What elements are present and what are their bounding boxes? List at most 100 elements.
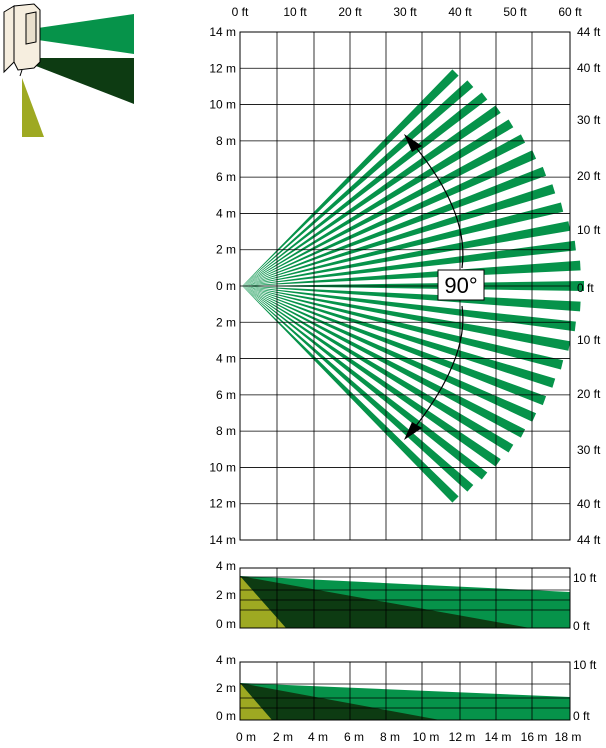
bottom-axis-label: 2 m — [273, 730, 293, 744]
left-axis-label: 0 m — [216, 279, 236, 293]
beam — [242, 119, 514, 286]
beam — [242, 202, 564, 286]
bottom-axis-labels: 0 m 2 m 4 m 6 m 8 m 10 m 12 m 14 m 16 m 18 m — [236, 730, 581, 744]
left-axis-label: 6 m — [216, 170, 236, 184]
beam — [242, 286, 564, 370]
right-axis-label: 20 ft — [577, 169, 601, 183]
bottom-axis-label: 4 m — [308, 730, 328, 744]
left-axis-label: 12 m — [209, 61, 236, 75]
angle-label-box — [437, 269, 485, 301]
legend-near-zone — [22, 78, 44, 137]
bottom-axis-label: 0 m — [236, 730, 256, 744]
beam — [242, 286, 556, 388]
right-axis-label: 40 ft — [577, 497, 601, 511]
side2-grid — [239, 661, 571, 721]
left-axis-label: 4 m — [216, 206, 236, 220]
beam — [242, 286, 571, 351]
side2-right-labels: 10 ft 0 ft — [573, 658, 597, 723]
left-axis-labels: 14 m 12 m 10 m 8 m 6 m 4 m 2 m 0 m 2 m 4 m 6 m 8 m 1… — [209, 25, 236, 547]
top-axis-label: 20 ft — [338, 5, 362, 19]
beam — [242, 80, 474, 287]
side1-left-labels: 4 m 2 m 0 m — [216, 559, 236, 631]
side-left-label: 0 m — [216, 709, 236, 723]
beam — [242, 240, 576, 286]
side2-left-labels: 4 m 2 m 0 m — [216, 653, 236, 723]
left-axis-label: 8 m — [216, 424, 236, 438]
side-left-label: 2 m — [216, 588, 236, 602]
right-axis-label: 20 ft — [577, 387, 601, 401]
top-axis-label: 40 ft — [448, 5, 472, 19]
top-axis-label: 0 ft — [232, 5, 249, 19]
bottom-axis-label: 6 m — [344, 730, 364, 744]
top-axis-label: 60 ft — [558, 5, 582, 19]
side-view-chart-1: 4 m 2 m 0 m 10 ft 0 ft — [216, 559, 597, 633]
beam — [242, 150, 537, 286]
top-view-grid — [239, 31, 571, 541]
right-axis-label: 10 ft — [577, 223, 601, 237]
top-axis-label: 10 ft — [283, 5, 307, 19]
left-axis-label: 2 m — [216, 315, 236, 329]
side-left-label: 4 m — [216, 559, 236, 573]
top-view-chart: 90° 0 ft 10 ft 20 ft 30 ft 40 ft 50 ft 60 ft 1… — [209, 5, 601, 547]
left-axis-label: 10 m — [209, 460, 236, 474]
left-axis-label: 2 m — [216, 243, 236, 257]
beam — [242, 286, 537, 422]
right-axis-label: 44 ft — [577, 25, 601, 39]
bottom-axis-label: 18 m — [555, 730, 582, 744]
left-axis-label: 12 m — [209, 497, 236, 511]
legend-mid-zone — [36, 58, 134, 104]
arrowhead-down — [404, 422, 422, 440]
right-axis-label: 30 ft — [577, 113, 601, 127]
beam — [242, 286, 526, 438]
side-right-label: 10 ft — [573, 571, 597, 585]
side-right-label: 0 ft — [573, 619, 590, 633]
left-axis-label: 10 m — [209, 98, 236, 112]
right-axis-label: 30 ft — [577, 443, 601, 457]
bottom-axis-label: 8 m — [380, 730, 400, 744]
beam — [242, 286, 474, 492]
angle-indicator: 90° — [404, 134, 485, 440]
beam — [242, 286, 547, 406]
left-axis-label: 14 m — [209, 533, 236, 547]
left-axis-label: 14 m — [209, 25, 236, 39]
side1-grid — [239, 567, 571, 629]
angle-label: 90° — [444, 273, 477, 298]
right-axis-label: 44 ft — [577, 533, 601, 547]
right-axis-label: 0 ft — [577, 281, 594, 295]
top-axis-label: 50 ft — [503, 5, 527, 19]
side-left-label: 2 m — [216, 681, 236, 695]
detector-device-icon — [3, 3, 41, 77]
right-axis-label: 10 ft — [577, 333, 601, 347]
beam — [242, 166, 547, 286]
side1-near-zone — [240, 576, 286, 628]
side1-mid-zone — [240, 576, 530, 628]
side1-right-labels: 10 ft 0 ft — [573, 571, 597, 633]
right-axis-label: 40 ft — [577, 61, 601, 75]
bottom-axis-label: 14 m — [485, 730, 512, 744]
beam — [242, 286, 514, 453]
side2-mid-zone — [240, 683, 440, 720]
side-right-label: 10 ft — [573, 658, 597, 672]
bottom-axis-label: 16 m — [521, 730, 548, 744]
beam — [242, 286, 576, 332]
beam — [242, 184, 556, 286]
bottom-axis-label: 10 m — [413, 730, 440, 744]
top-axis-labels: 0 ft 10 ft 20 ft 30 ft 40 ft 50 ft 60 ft — [232, 5, 583, 19]
right-axis-labels: 44 ft 40 ft 30 ft 20 ft 10 ft 0 ft 10 ft 20 ft 3… — [577, 25, 601, 547]
beam — [242, 134, 526, 286]
beam — [242, 286, 501, 467]
side2-near-zone — [240, 683, 272, 720]
left-axis-label: 8 m — [216, 134, 236, 148]
bottom-axis-label: 12 m — [449, 730, 476, 744]
side-left-label: 0 m — [216, 617, 236, 631]
beam — [242, 105, 501, 286]
arrowhead-up — [404, 134, 422, 152]
side-right-label: 0 ft — [573, 709, 590, 723]
top-axis-label: 30 ft — [393, 5, 417, 19]
legend-far-zone — [38, 14, 134, 54]
side-view-chart-2: 4 m 2 m 0 m 10 ft 0 ft 0 m 2 m 4 m 6 m 8 m 10 m 1… — [216, 653, 597, 744]
left-axis-label: 6 m — [216, 388, 236, 402]
left-axis-label: 4 m — [216, 352, 236, 366]
side-left-label: 4 m — [216, 653, 236, 667]
